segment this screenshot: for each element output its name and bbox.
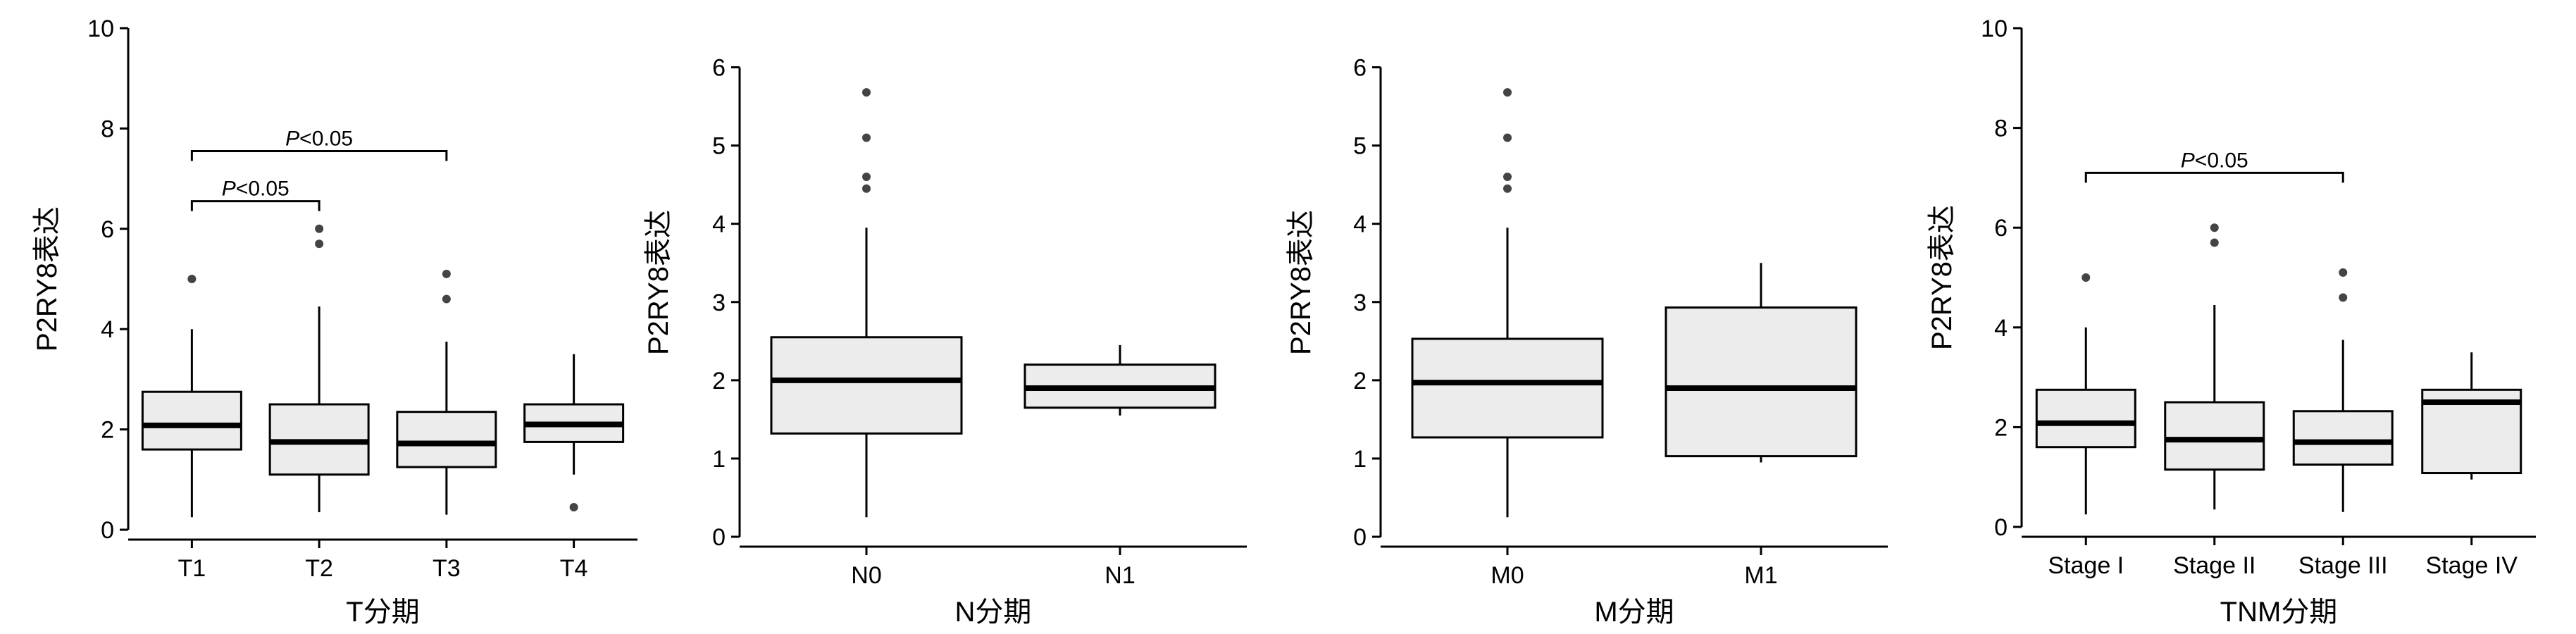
y-tick-label: 0	[101, 517, 114, 544]
box-t3	[396, 269, 497, 515]
y-axis-title: P2RY8表达	[1927, 205, 1958, 350]
outlier-point	[569, 502, 578, 511]
box-n1	[1023, 344, 1217, 416]
box-iqr	[141, 390, 242, 451]
y-tick-label: 10	[1981, 15, 2008, 42]
y-tick-label: 6	[1353, 55, 1367, 82]
outlier-point	[1503, 133, 1512, 142]
box-iqr	[2164, 401, 2265, 471]
outlier-point	[2210, 238, 2219, 247]
y-tick-label: 6	[101, 216, 114, 243]
y-tick-label: 1	[712, 446, 726, 473]
x-tick-label: Stage I	[2048, 552, 2124, 579]
outlier-point	[442, 294, 451, 304]
y-tick-label: 2	[712, 368, 726, 394]
box-stage-iv	[2421, 352, 2522, 480]
significance-bracket: P<0.05	[190, 178, 321, 211]
x-tick-label: T4	[560, 555, 588, 582]
outlier-point	[315, 240, 324, 249]
outlier-point	[315, 224, 324, 233]
y-tick-label: 10	[87, 15, 114, 42]
box-t4	[523, 354, 625, 511]
chart-panel-4: 0 2 4 6 8 10 Stage I Stage II Stage III Stage IV T…	[1927, 15, 2536, 628]
chart-panel-1: 0 2 4 6 8 10 T1 T2 T3 T4 T分期 P2RY8表达 P<0.05 P<0.05	[32, 15, 637, 628]
y-tick-label: 4	[1353, 211, 1367, 238]
outlier-point	[1503, 184, 1512, 193]
box-n0	[770, 88, 963, 518]
x-tick-label: Stage III	[2298, 552, 2388, 579]
box-t1	[141, 275, 242, 518]
y-tick-label: 0	[1353, 524, 1367, 551]
outlier-point	[2339, 293, 2348, 302]
y-axis-title: P2RY8表达	[32, 206, 63, 352]
significance-label: P<0.05	[2181, 149, 2248, 172]
x-axis-title: M分期	[1594, 597, 1674, 628]
box-iqr	[1411, 337, 1604, 439]
outlier-point	[187, 275, 197, 283]
x-axis-title: N分期	[955, 597, 1032, 628]
box-iqr	[1665, 306, 1858, 458]
y-tick-label: 6	[1994, 215, 2008, 242]
outlier-point	[2210, 223, 2219, 232]
y-tick-label: 2	[101, 417, 114, 444]
box-m0	[1411, 88, 1604, 518]
chart-panel-3: 0 1 2 3 4 5 6 M0 M1 M分期 P2RY8表达	[1286, 55, 1888, 628]
x-tick-label: Stage II	[2173, 552, 2255, 579]
box-stage-iii	[2292, 268, 2394, 512]
x-tick-label: T2	[305, 555, 333, 582]
y-tick-label: 2	[1353, 368, 1367, 394]
outlier-point	[862, 133, 871, 142]
y-tick-label: 0	[712, 524, 726, 551]
box-iqr	[770, 336, 963, 435]
bracket-line	[2084, 171, 2344, 183]
y-tick-label: 3	[1353, 290, 1367, 316]
outlier-point	[442, 269, 451, 278]
y-tick-label: 4	[101, 316, 114, 343]
outlier-point	[2339, 268, 2348, 277]
y-tick-label: 5	[712, 133, 726, 160]
x-tick-label: Stage IV	[2426, 552, 2518, 579]
significance-label: P<0.05	[285, 127, 353, 150]
x-tick-label: T3	[433, 555, 461, 582]
y-tick-label: 0	[1994, 514, 2008, 541]
outlier-point	[1503, 173, 1512, 182]
x-tick-label: M1	[1744, 562, 1777, 589]
bracket-line	[190, 200, 321, 211]
significance-bracket: P<0.05	[190, 127, 448, 161]
y-tick-label: 5	[1353, 133, 1367, 160]
x-tick-label: M0	[1491, 562, 1524, 589]
x-tick-label: T1	[178, 555, 206, 582]
y-tick-label: 4	[1994, 315, 2008, 342]
box-m1	[1665, 263, 1858, 463]
outlier-point	[862, 184, 871, 193]
y-tick-label: 8	[101, 116, 114, 142]
bracket-line	[190, 149, 448, 161]
y-axis-title: P2RY8表达	[643, 210, 674, 355]
y-tick-label: 2	[1994, 414, 2008, 441]
box-t2	[268, 224, 370, 513]
x-axis-title: T分期	[346, 597, 419, 628]
box-iqr	[2292, 410, 2394, 466]
x-axis-title: TNM分期	[2220, 597, 2338, 628]
x-tick-label: N1	[1105, 562, 1135, 589]
y-tick-label: 3	[712, 290, 726, 316]
box-iqr	[2035, 388, 2136, 449]
box-iqr	[396, 411, 497, 468]
box-stage-i	[2035, 273, 2136, 515]
significance-label: P<0.05	[222, 178, 290, 201]
x-tick-label: N0	[851, 562, 881, 589]
outlier-point	[1503, 88, 1512, 97]
y-tick-label: 8	[1994, 116, 2008, 142]
chart-panel-2: 0 1 2 3 4 5 6 N0 N1 N分期 P2RY8表达	[643, 55, 1247, 628]
y-tick-label: 1	[1353, 446, 1367, 473]
y-tick-label: 6	[712, 55, 726, 82]
outlier-point	[2082, 273, 2091, 282]
y-axis-title: P2RY8表达	[1286, 210, 1317, 355]
outlier-point	[862, 173, 871, 182]
outlier-point	[862, 88, 871, 97]
significance-bracket: P<0.05	[2084, 149, 2344, 183]
box-stage-ii	[2164, 223, 2265, 510]
y-tick-label: 4	[712, 211, 726, 238]
